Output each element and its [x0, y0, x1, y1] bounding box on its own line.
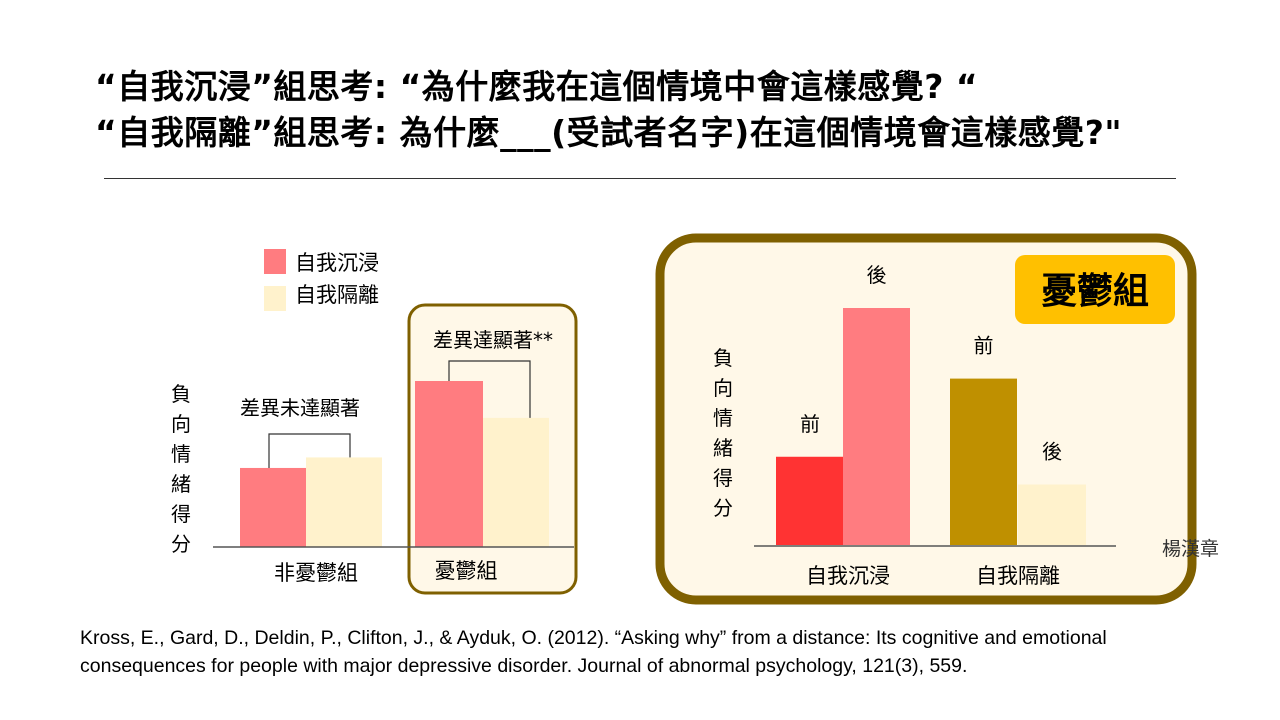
- title-line-2: “自我隔離”組思考: 為什麼___(受試者名字)在這個情境會這樣感覺?": [95, 113, 1123, 152]
- bar-distanced-post: [1018, 484, 1086, 545]
- bar-nondepressed-distanced: [306, 457, 382, 547]
- author-credit: 楊漢章: [1162, 538, 1220, 560]
- legend-label-immersed: 自我沉浸: [295, 251, 379, 275]
- bar-immersed-pre: [776, 456, 844, 545]
- category-label-distanced: 自我隔離: [976, 564, 1060, 588]
- bar-nondepressed-immersed: [240, 467, 306, 547]
- bar-label-immersed-post: 後: [867, 263, 887, 287]
- bar-immersed-post: [843, 308, 910, 545]
- category-label-nondepressed: 非憂鬱組: [274, 561, 358, 585]
- bar-distanced-pre: [950, 378, 1017, 545]
- bracket-nondepressed: [268, 433, 351, 468]
- bracket-depressed: [448, 360, 531, 418]
- annotation-significant: 差異達顯著**: [433, 328, 553, 352]
- bar-label-distanced-post: 後: [1042, 439, 1062, 463]
- legend-swatch-immersed: [264, 249, 286, 274]
- left-chart: 自我沉浸 自我隔離 負向情緒得分 差異未達顯著 差異達顯著** 非憂鬱組 憂鬱組: [171, 249, 578, 595]
- bar-label-immersed-pre: 前: [800, 412, 820, 436]
- category-label-immersed: 自我沉浸: [806, 564, 890, 588]
- bar-depressed-distanced: [483, 417, 549, 547]
- bar-depressed-immersed: [415, 381, 483, 547]
- annotation-not-significant: 差異未達顯著: [240, 396, 360, 420]
- left-y-axis-label: 負向情緒得分: [171, 382, 191, 556]
- legend-label-distanced: 自我隔離: [295, 283, 379, 307]
- right-chart: 憂鬱組 負向情緒得分 前 後 前 後 自我沉浸 自我隔離: [655, 233, 1197, 605]
- bar-label-distanced-pre: 前: [974, 334, 994, 358]
- right-y-axis-label: 負向情緒得分: [713, 346, 733, 520]
- legend-swatch-distanced: [264, 286, 286, 311]
- title-line-1: “自我沉浸”組思考: “為什麼我在這個情境中會這樣感覺? “: [95, 67, 979, 106]
- title-divider: [104, 178, 1176, 179]
- category-label-depressed: 憂鬱組: [435, 559, 498, 583]
- depressed-badge: [1015, 255, 1175, 324]
- depressed-badge-label: 憂鬱組: [1041, 271, 1149, 312]
- citation: Kross, E., Gard, D., Deldin, P., Clifton…: [80, 627, 1107, 677]
